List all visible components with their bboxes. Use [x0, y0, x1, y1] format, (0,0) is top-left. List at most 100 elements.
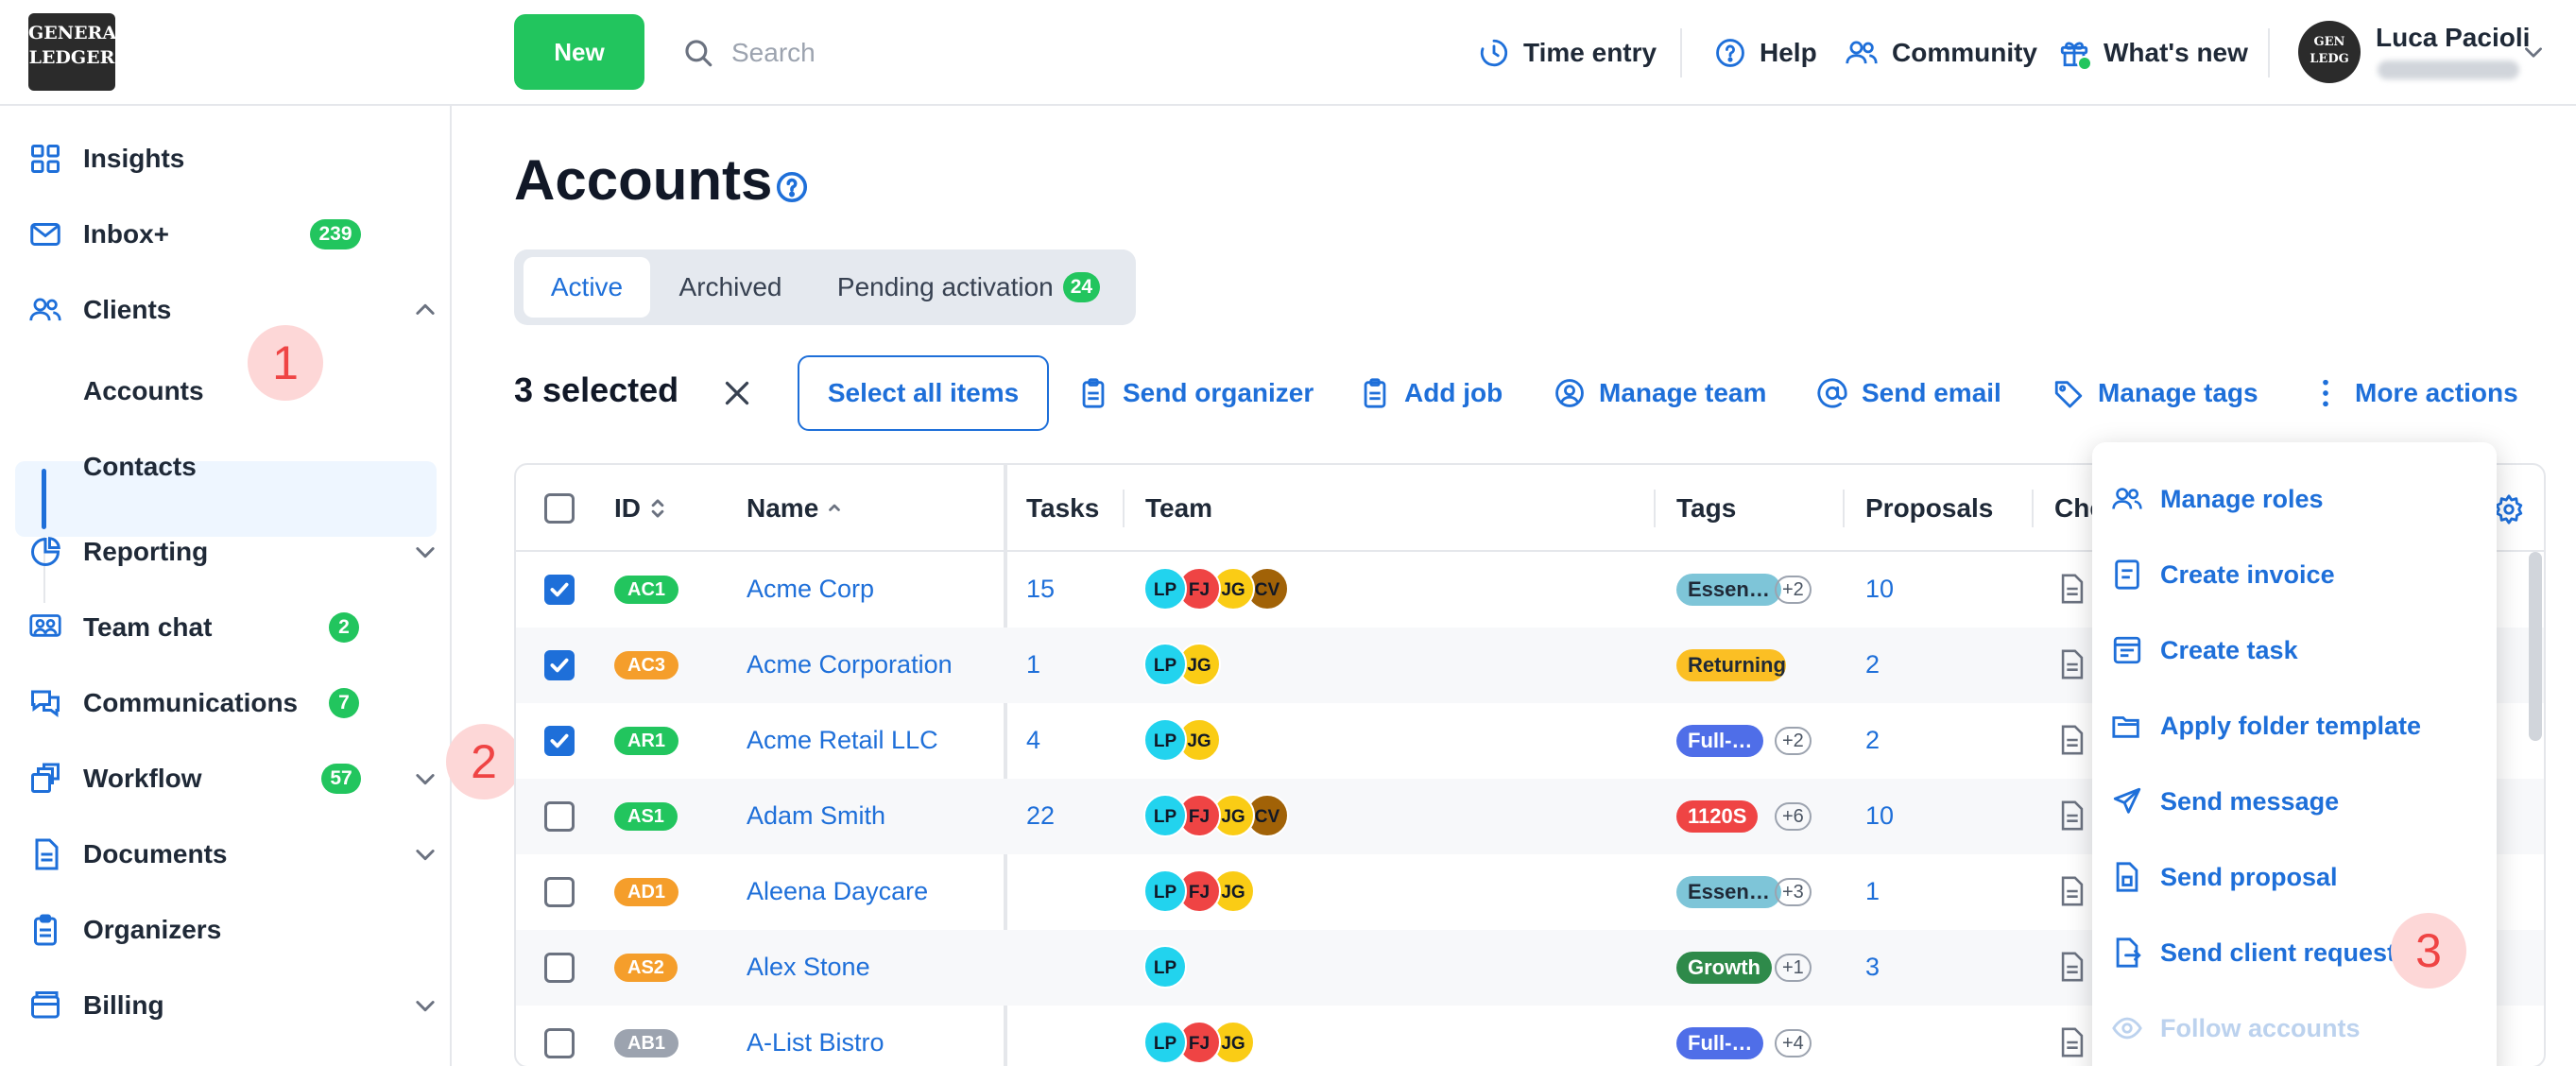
sidebar-item-organizers[interactable]: Organizers [28, 902, 425, 958]
proposals-count-link[interactable]: 10 [1865, 801, 1895, 830]
account-name-link[interactable]: Acme Retail LLC [747, 726, 938, 754]
proposals-count-link[interactable]: 1 [1865, 877, 1880, 905]
tag-chip[interactable]: Returning… [1676, 649, 1786, 681]
document-icon[interactable] [2058, 800, 2087, 832]
menu-item-create-task[interactable]: Create task [2111, 622, 2480, 679]
proposals-count-link[interactable]: 10 [1865, 575, 1895, 603]
menu-item-create-invoice[interactable]: Create invoice [2111, 546, 2480, 603]
account-name-link[interactable]: Acme Corp [747, 575, 875, 603]
proposals-count-link[interactable]: 3 [1865, 953, 1880, 981]
chevron-up-icon[interactable] [412, 297, 438, 323]
more-tags-badge[interactable]: +2 [1775, 727, 1812, 755]
row-checkbox[interactable] [544, 877, 575, 907]
chevron-down-icon[interactable] [412, 765, 438, 792]
select-all-checkbox[interactable] [544, 493, 575, 524]
community-link[interactable]: Community [1845, 28, 2037, 77]
sidebar-item-communications[interactable]: Communications 7 [28, 675, 425, 731]
row-checkbox[interactable] [544, 726, 575, 756]
more-actions-button[interactable]: More actions [2310, 374, 2518, 412]
sidebar-item-workflow[interactable]: Workflow 57 [28, 750, 435, 807]
row-checkbox[interactable] [544, 650, 575, 680]
select-all-button[interactable]: Select all items [798, 355, 1049, 431]
account-name-link[interactable]: Acme Corporation [747, 650, 953, 679]
column-header-tasks[interactable]: Tasks [1026, 493, 1100, 523]
document-icon[interactable] [2058, 1026, 2087, 1058]
table-row[interactable]: AR1 Acme Retail LLC 4 LP JG Full-… +2 2 [516, 703, 2544, 779]
search-input[interactable] [731, 38, 1015, 68]
table-row[interactable]: AB1 A-List Bistro LP FJ JG Full-… +4 [516, 1006, 2544, 1066]
menu-item-manage-roles[interactable]: Manage roles [2111, 471, 2480, 527]
tag-chip[interactable]: Growth [1676, 952, 1772, 984]
chevron-down-icon[interactable] [412, 992, 438, 1019]
menu-item-follow-accounts[interactable]: Follow accounts [2111, 1000, 2480, 1057]
avatar[interactable]: JG [1211, 1021, 1255, 1064]
column-header-tags[interactable]: Tags [1676, 493, 1737, 523]
menu-item-send-client-request[interactable]: Send client request [2111, 924, 2480, 981]
logo[interactable]: GENERAL LEDGER [28, 13, 129, 91]
sidebar-subitem-contacts[interactable]: Contacts [83, 452, 197, 481]
more-tags-badge[interactable]: +4 [1775, 1029, 1812, 1057]
avatar[interactable]: JG [1177, 643, 1221, 686]
avatar[interactable]: LP [1143, 945, 1187, 989]
sidebar-item-clients[interactable]: Clients [28, 282, 435, 338]
sidebar-item-insights[interactable]: Insights [28, 130, 425, 187]
chevron-down-icon[interactable] [412, 841, 438, 868]
avatar[interactable]: LP [1143, 718, 1187, 762]
gear-icon[interactable] [2493, 493, 2525, 525]
avatar[interactable]: LP [1143, 643, 1187, 686]
menu-item-send-proposal[interactable]: Send proposal [2111, 849, 2480, 905]
more-tags-badge[interactable]: +2 [1775, 576, 1812, 604]
tasks-count-link[interactable]: 1 [1026, 650, 1041, 679]
time-entry-link[interactable]: Time entry [1478, 28, 1657, 77]
add-job-button[interactable]: Add job [1359, 374, 1503, 412]
column-header-id[interactable]: ID [614, 493, 667, 524]
send-email-button[interactable]: Send email [1816, 374, 2001, 412]
document-icon[interactable] [2058, 573, 2087, 605]
tab-active[interactable]: Active [524, 257, 650, 318]
menu-item-send-message[interactable]: Send message [2111, 773, 2480, 830]
table-row[interactable]: AC1 Acme Corp 15 LP FJ JG CV Essen… +2 10 [516, 552, 2544, 628]
account-name-link[interactable]: Aleena Daycare [747, 877, 929, 905]
tab-pending-activation[interactable]: Pending activation 24 [811, 257, 1126, 318]
tag-chip[interactable]: Essen… [1676, 574, 1781, 606]
avatar[interactable]: LP [1143, 794, 1187, 837]
more-tags-badge[interactable]: +6 [1775, 802, 1812, 831]
tasks-count-link[interactable]: 22 [1026, 801, 1056, 830]
tag-chip[interactable]: Full-… [1676, 1027, 1764, 1059]
clear-selection-icon[interactable] [720, 376, 754, 410]
send-organizer-button[interactable]: Send organizer [1077, 374, 1314, 412]
sidebar-item-documents[interactable]: Documents [28, 826, 435, 883]
proposals-count-link[interactable]: 2 [1865, 650, 1880, 679]
chevron-down-icon[interactable] [412, 539, 438, 565]
menu-item-apply-folder-template[interactable]: Apply folder template [2111, 697, 2480, 754]
document-icon[interactable] [2058, 875, 2087, 907]
account-name-link[interactable]: A-List Bistro [747, 1028, 884, 1057]
more-tags-badge[interactable]: +3 [1775, 878, 1812, 906]
document-icon[interactable] [2058, 648, 2087, 680]
document-icon[interactable] [2058, 951, 2087, 983]
tasks-count-link[interactable]: 15 [1026, 575, 1056, 603]
more-tags-badge[interactable]: +1 [1775, 954, 1812, 982]
account-name-link[interactable]: Adam Smith [747, 801, 886, 830]
avatar[interactable]: JG [1177, 718, 1221, 762]
manage-team-button[interactable]: Manage team [1554, 374, 1766, 412]
row-checkbox[interactable] [544, 953, 575, 983]
sidebar-item-billing[interactable]: Billing [28, 977, 435, 1034]
help-icon[interactable] [775, 170, 809, 204]
row-checkbox[interactable] [544, 1028, 575, 1058]
proposals-count-link[interactable]: 2 [1865, 726, 1880, 754]
tag-chip[interactable]: Essen… [1676, 876, 1781, 908]
sidebar-item-reporting[interactable]: Reporting [28, 524, 435, 580]
help-link[interactable]: Help [1714, 28, 1817, 77]
row-checkbox[interactable] [544, 575, 575, 605]
tag-chip[interactable]: Full-… [1676, 725, 1764, 757]
new-button[interactable]: New [514, 14, 644, 90]
row-checkbox[interactable] [544, 801, 575, 832]
avatar[interactable]: LP [1143, 869, 1187, 913]
sidebar-item-team-chat[interactable]: Team chat 2 [28, 599, 425, 656]
column-header-team[interactable]: Team [1145, 493, 1213, 523]
account-name-link[interactable]: Alex Stone [747, 953, 870, 981]
tab-archived[interactable]: Archived [678, 272, 782, 301]
document-icon[interactable] [2058, 724, 2087, 756]
whats-new-link[interactable]: What's new [2058, 28, 2248, 77]
